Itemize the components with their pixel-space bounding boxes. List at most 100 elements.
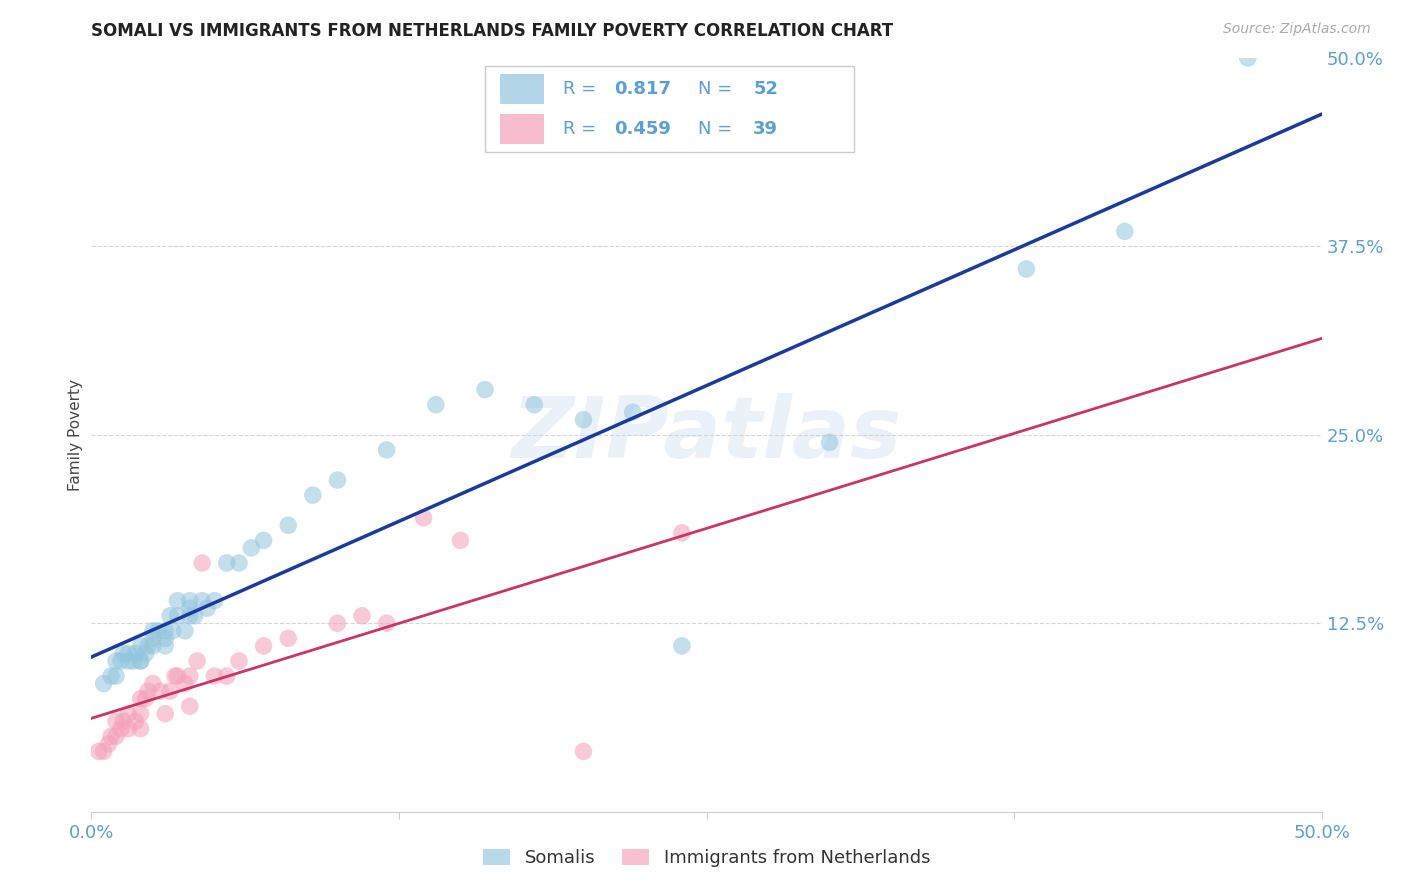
Point <box>124 647 146 661</box>
Point <box>572 413 595 427</box>
Point <box>1114 224 1136 238</box>
Point <box>228 556 250 570</box>
Point <box>179 699 201 714</box>
Point <box>110 722 132 736</box>
Point <box>142 624 165 638</box>
Point <box>149 684 172 698</box>
Point <box>179 593 201 607</box>
FancyBboxPatch shape <box>501 113 544 144</box>
Point <box>153 706 177 721</box>
Point <box>93 676 115 690</box>
Point <box>174 676 197 690</box>
Point <box>425 398 447 412</box>
Point <box>301 488 323 502</box>
Text: 39: 39 <box>754 120 779 137</box>
Point <box>112 647 135 661</box>
Point <box>202 593 225 607</box>
Point <box>179 608 201 623</box>
Point <box>166 669 188 683</box>
Point <box>523 398 546 412</box>
Point <box>253 533 276 548</box>
Point <box>572 744 595 758</box>
Point <box>474 383 496 397</box>
Point <box>153 632 177 646</box>
Point <box>228 654 250 668</box>
Text: 0.817: 0.817 <box>614 80 671 98</box>
Point <box>105 714 127 729</box>
Point <box>100 730 122 744</box>
Point <box>93 744 115 758</box>
Point <box>122 654 145 668</box>
Point <box>117 647 139 661</box>
Point <box>1015 262 1038 277</box>
Point <box>112 714 135 729</box>
Text: ZIPatlas: ZIPatlas <box>512 393 901 476</box>
Point <box>159 684 181 698</box>
Text: N =: N = <box>697 80 738 98</box>
Point <box>326 616 349 631</box>
Point <box>179 669 201 683</box>
Point <box>191 593 214 607</box>
Point <box>163 669 186 683</box>
Point <box>105 654 127 668</box>
Point <box>240 541 263 555</box>
Point <box>105 730 127 744</box>
Text: Source: ZipAtlas.com: Source: ZipAtlas.com <box>1223 22 1371 37</box>
Point <box>1237 51 1260 65</box>
Point <box>142 639 165 653</box>
Point <box>352 608 374 623</box>
Point <box>117 722 139 736</box>
Point <box>326 473 349 487</box>
Point <box>215 669 238 683</box>
Point <box>142 632 165 646</box>
Point <box>117 654 139 668</box>
Point <box>179 601 201 615</box>
Point <box>253 639 276 653</box>
Point <box>818 435 841 450</box>
Point <box>129 639 152 653</box>
Point <box>671 639 693 653</box>
Point <box>215 556 238 570</box>
Point <box>105 669 127 683</box>
Point <box>100 669 122 683</box>
Point <box>136 684 159 698</box>
Point <box>153 639 177 653</box>
Y-axis label: Family Poverty: Family Poverty <box>67 379 83 491</box>
Point <box>375 616 398 631</box>
Text: 0.459: 0.459 <box>614 120 671 137</box>
Point <box>166 608 188 623</box>
Point <box>129 706 152 721</box>
Point <box>202 669 225 683</box>
Point <box>375 442 398 457</box>
Point <box>277 518 299 533</box>
Point <box>129 691 152 706</box>
Point <box>621 405 644 419</box>
Point <box>153 624 177 638</box>
Point <box>174 624 197 638</box>
Point <box>129 722 152 736</box>
Point <box>671 525 693 540</box>
Point <box>136 639 159 653</box>
Text: R =: R = <box>562 80 602 98</box>
Point <box>191 556 214 570</box>
Point <box>186 654 208 668</box>
Point <box>277 632 299 646</box>
Point <box>124 714 146 729</box>
Point <box>87 744 110 758</box>
Point <box>97 737 120 751</box>
Point <box>110 654 132 668</box>
Point <box>412 510 434 524</box>
Point <box>135 691 156 706</box>
FancyBboxPatch shape <box>485 65 853 153</box>
Text: R =: R = <box>562 120 602 137</box>
Point <box>195 601 218 615</box>
Point <box>142 676 165 690</box>
FancyBboxPatch shape <box>501 74 544 104</box>
Point <box>162 624 184 638</box>
Point <box>135 647 156 661</box>
Point <box>117 706 139 721</box>
Point <box>166 593 188 607</box>
Point <box>129 654 152 668</box>
Text: 52: 52 <box>754 80 779 98</box>
Text: SOMALI VS IMMIGRANTS FROM NETHERLANDS FAMILY POVERTY CORRELATION CHART: SOMALI VS IMMIGRANTS FROM NETHERLANDS FA… <box>91 22 894 40</box>
